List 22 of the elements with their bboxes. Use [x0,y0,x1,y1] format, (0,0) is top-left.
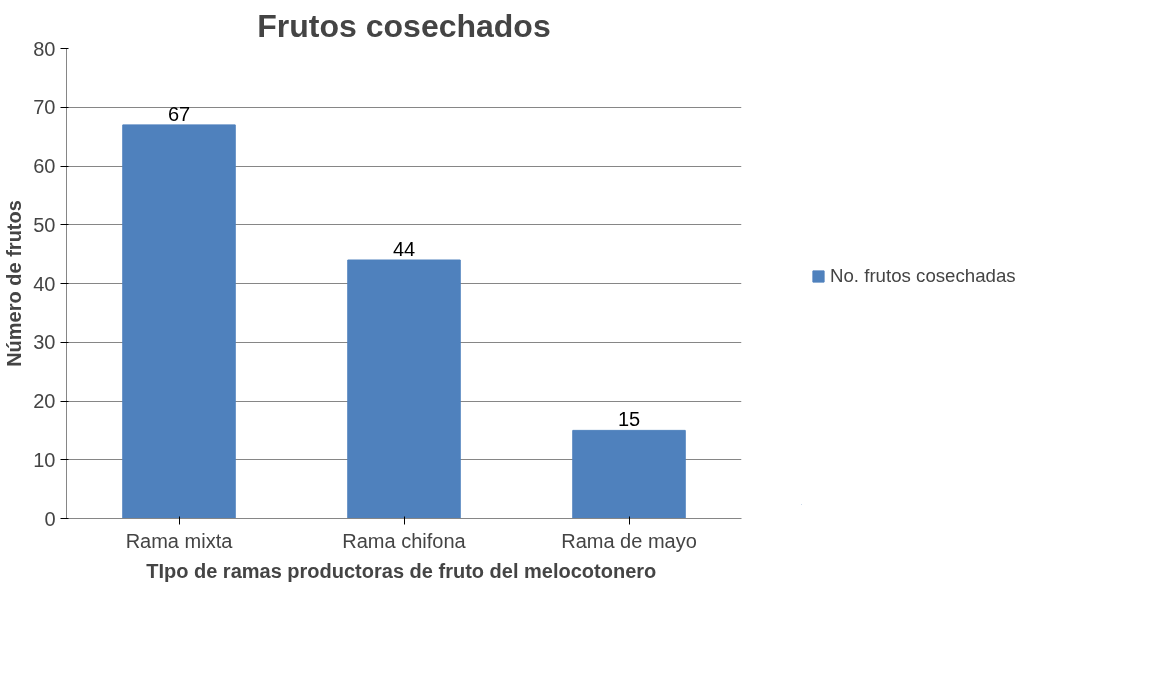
data-label: 67 [167,102,191,125]
chart-title: Frutos cosechados [257,7,551,44]
y-tick-label: 10 [33,448,56,471]
y-tick-label: 30 [33,331,56,354]
y-tick-label: 40 [33,272,56,295]
data-label: 15 [617,408,641,431]
y-axis-title: Número de frutos [3,200,26,367]
x-tick-label: Rama chifona [342,529,467,552]
x-tick-label: Rama mixta [125,529,234,552]
x-axis-title: TIpo de ramas productoras de fruto del melocotonero [146,559,657,582]
y-tick-label: 20 [33,390,56,412]
y-tick-label: 80 [33,37,56,60]
bar [347,259,461,519]
y-tick-label: 50 [33,213,56,236]
bar [572,429,686,519]
y-tick-label: 60 [33,155,56,177]
y-tick-label: 70 [33,96,56,119]
data-label: 44 [392,238,416,260]
x-tick-label: Rama de mayo [561,529,697,552]
y-tick-label: 0 [44,507,56,530]
legend-label: No. frutos cosechadas [830,265,1016,287]
bar [122,124,236,519]
